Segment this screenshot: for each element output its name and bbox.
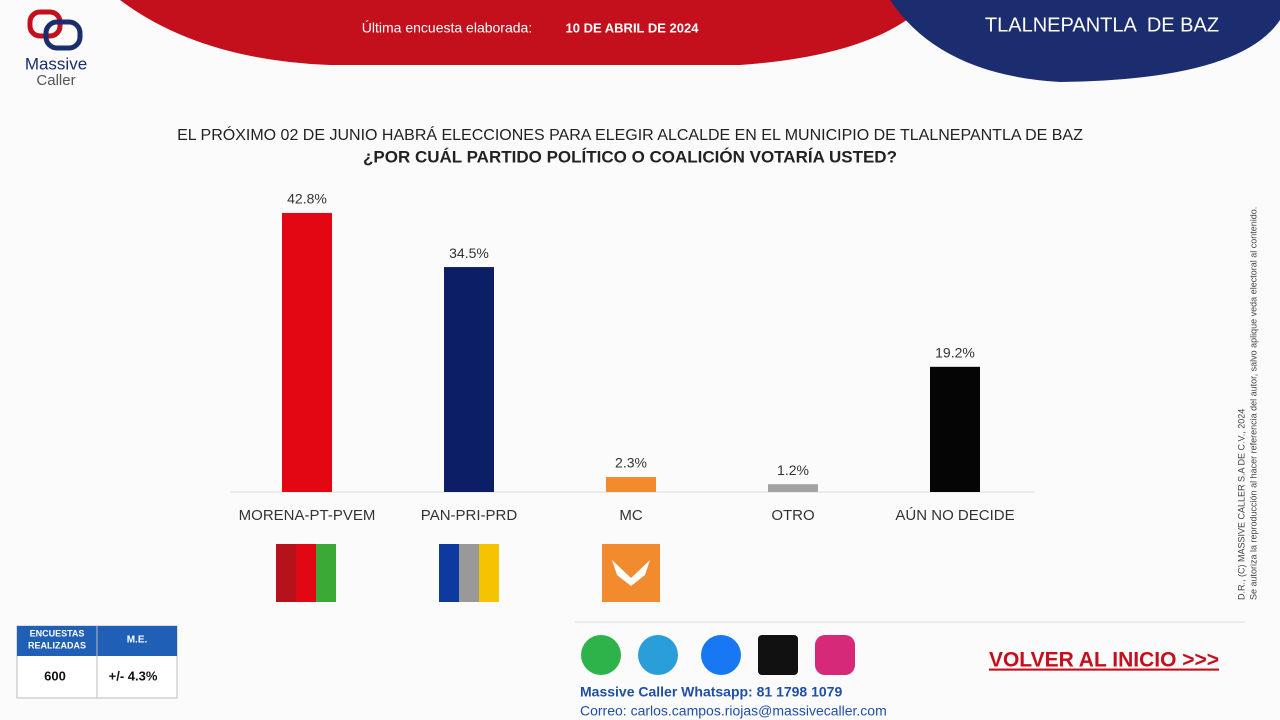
bar (444, 267, 494, 492)
party-logo (276, 544, 296, 602)
value-label: 34.5% (449, 245, 489, 261)
stats-value: +/- 4.3% (109, 668, 158, 683)
category-label: MC (619, 507, 642, 524)
party-logo-mark (612, 560, 650, 586)
value-label: 2.3% (615, 455, 647, 471)
back-link[interactable]: VOLVER AL INICIO >>> (989, 649, 1219, 672)
stats-header-text: M.E. (127, 635, 148, 646)
bar (282, 212, 332, 492)
value-label: 19.2% (935, 345, 975, 361)
logo-text: Caller (36, 72, 75, 89)
whatsapp-text: Massive Caller Whatsapp: 81 1798 1079 (580, 684, 842, 700)
place: TLALNEPANTLA DE BAZ (985, 14, 1219, 36)
stats-header-text: REALIZADAS (28, 640, 86, 650)
stats-header-text: ENCUESTAS (30, 628, 85, 638)
bar (930, 366, 980, 492)
whatsapp-icon[interactable] (581, 635, 621, 675)
bar (606, 477, 656, 492)
telegram-icon[interactable] (638, 635, 678, 675)
chart-title: EL PRÓXIMO 02 DE JUNIO HABRÁ ELECCIONES … (177, 125, 1083, 144)
header-place-band (890, 0, 1280, 82)
copyright: D.R., (C) MASSIVE CALLER S.A DE C.V., 20… (1236, 207, 1258, 600)
category-label: PAN-PRI-PRD (421, 507, 518, 524)
party-logo (459, 544, 479, 602)
chart-subtitle: ¿POR CUÁL PARTIDO POLÍTICO O COALICIÓN V… (363, 147, 897, 166)
copyright-line: D.R., (C) MASSIVE CALLER S.A DE C.V., 20… (1236, 409, 1246, 600)
category-label: OTRO (771, 507, 814, 524)
logo-text: Massive (25, 54, 87, 73)
party-logo (602, 544, 660, 602)
facebook-icon[interactable] (701, 635, 741, 675)
copyright-line: Se autoriza la reproducción al hacer ref… (1248, 207, 1258, 600)
value-label: 1.2% (777, 462, 809, 478)
party-logo (296, 544, 316, 602)
email-text: Correo: carlos.campos.riojas@massivecall… (580, 703, 887, 719)
x-icon[interactable] (758, 635, 798, 675)
survey-date: 10 DE ABRIL DE 2024 (566, 20, 700, 35)
header-band (120, 0, 930, 65)
value-label: 42.8% (287, 191, 327, 207)
instagram-icon[interactable] (815, 635, 855, 675)
social-icons (581, 635, 855, 675)
party-logo (479, 544, 499, 602)
logo-shape (43, 19, 83, 51)
party-logo (316, 544, 336, 602)
logo: Massive Caller (25, 9, 87, 89)
party-logos (276, 544, 660, 602)
category-label: AÚN NO DECIDE (895, 507, 1014, 524)
category-label: MORENA-PT-PVEM (239, 507, 376, 524)
party-logo (439, 544, 459, 602)
stats-table: ENCUESTAS REALIZADAS M.E. 600 +/- 4.3% (16, 625, 178, 699)
survey-label: Última encuesta elaborada: (362, 20, 532, 36)
bar (768, 484, 818, 492)
stats-value: 600 (44, 668, 66, 683)
